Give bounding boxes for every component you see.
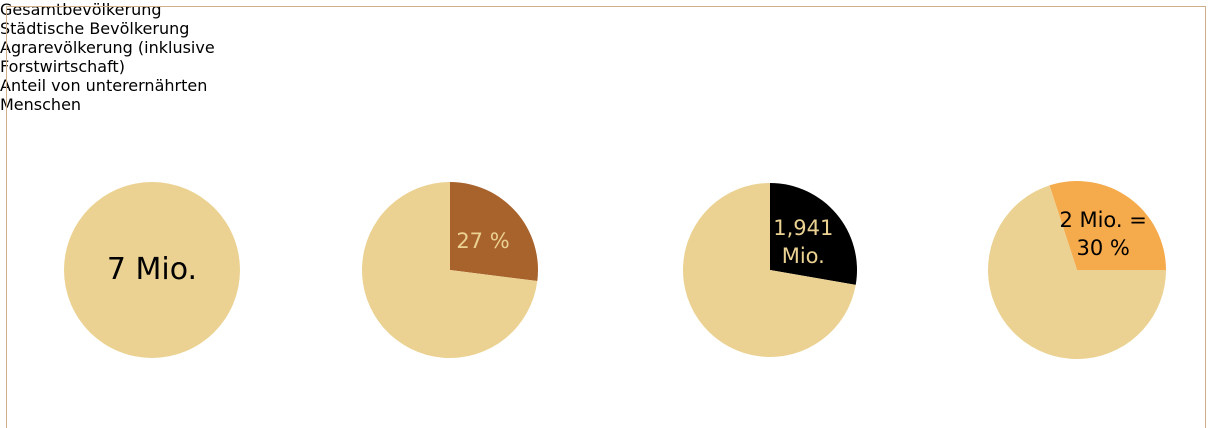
slice-label: 2 Mio. = 30 % <box>1059 207 1147 260</box>
chart-title: Gesamtbevölkerung <box>0 0 162 19</box>
pie-slice <box>683 183 856 358</box>
pie-slice <box>770 182 857 285</box>
frame <box>6 6 1206 428</box>
pie-slice <box>362 182 538 358</box>
pie-slice <box>450 182 538 282</box>
slice-label: 7 Mio. <box>106 252 198 287</box>
pie-slice <box>988 185 1166 359</box>
pie-slice <box>1049 180 1166 270</box>
pie-slice <box>64 182 240 358</box>
slice-label: 27 % <box>456 228 510 253</box>
chart-title: Anteil von unterernährten Menschen <box>0 76 208 114</box>
slice-label: 1,941 Mio. <box>773 215 834 268</box>
chart-title: Agrarevölkerung (inklusive Forstwirtscha… <box>0 38 215 76</box>
chart-title: Städtische Bevölkerung <box>0 19 190 38</box>
